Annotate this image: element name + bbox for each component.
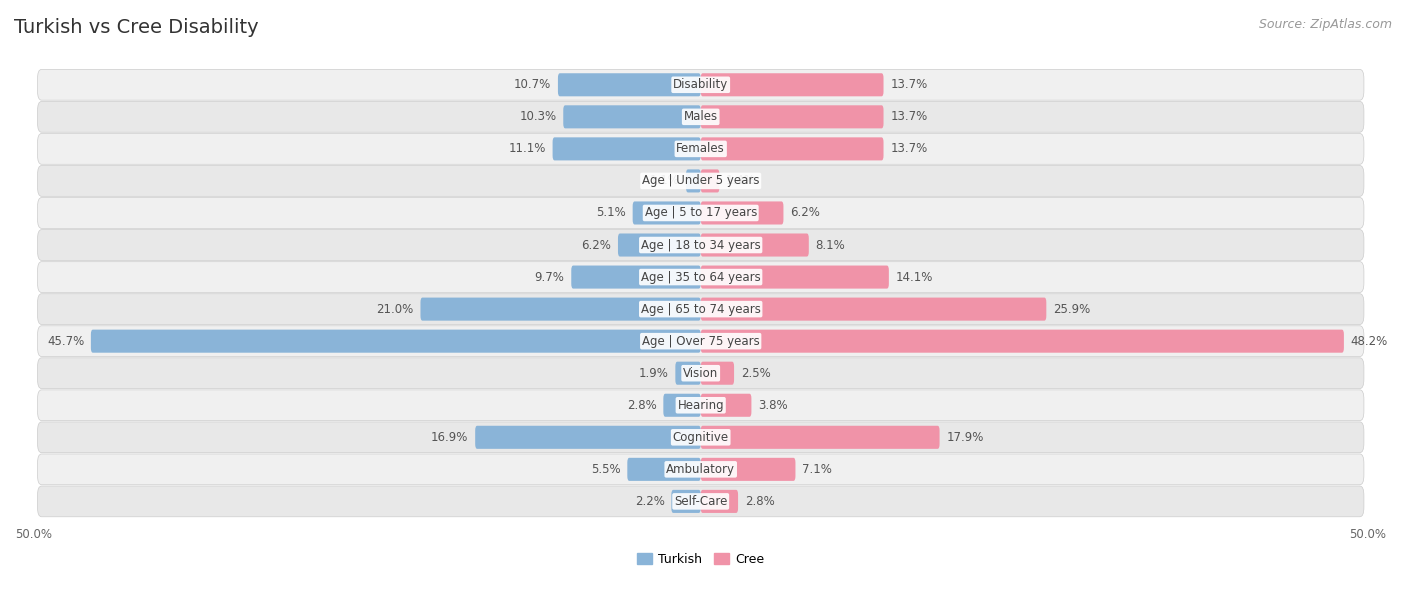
Text: 2.8%: 2.8% [745,495,775,508]
FancyBboxPatch shape [38,102,1364,132]
FancyBboxPatch shape [38,422,1364,453]
Text: 45.7%: 45.7% [46,335,84,348]
FancyBboxPatch shape [558,73,700,96]
FancyBboxPatch shape [633,201,700,225]
Text: 9.7%: 9.7% [534,271,565,283]
Text: Disability: Disability [673,78,728,91]
Text: 10.7%: 10.7% [515,78,551,91]
Text: 5.5%: 5.5% [591,463,620,476]
FancyBboxPatch shape [700,297,1046,321]
FancyBboxPatch shape [686,170,700,192]
FancyBboxPatch shape [38,358,1364,389]
Text: 25.9%: 25.9% [1053,302,1090,316]
Text: 16.9%: 16.9% [432,431,468,444]
FancyBboxPatch shape [91,330,700,353]
FancyBboxPatch shape [664,394,700,417]
Text: 13.7%: 13.7% [890,110,928,124]
Text: 1.1%: 1.1% [650,174,679,187]
FancyBboxPatch shape [700,266,889,289]
FancyBboxPatch shape [700,362,734,385]
FancyBboxPatch shape [700,234,808,256]
FancyBboxPatch shape [553,137,700,160]
FancyBboxPatch shape [700,458,796,481]
Text: 11.1%: 11.1% [509,143,546,155]
FancyBboxPatch shape [38,326,1364,357]
FancyBboxPatch shape [38,198,1364,228]
Text: Hearing: Hearing [678,399,724,412]
FancyBboxPatch shape [38,454,1364,485]
Text: 17.9%: 17.9% [946,431,984,444]
Text: Cognitive: Cognitive [672,431,728,444]
FancyBboxPatch shape [700,170,720,192]
FancyBboxPatch shape [700,426,939,449]
FancyBboxPatch shape [420,297,700,321]
Text: 2.2%: 2.2% [634,495,665,508]
Text: 5.1%: 5.1% [596,206,626,220]
Text: Turkish vs Cree Disability: Turkish vs Cree Disability [14,18,259,37]
FancyBboxPatch shape [38,294,1364,324]
FancyBboxPatch shape [38,69,1364,100]
Text: Age | Under 5 years: Age | Under 5 years [643,174,759,187]
Text: 8.1%: 8.1% [815,239,845,252]
FancyBboxPatch shape [700,330,1344,353]
Text: Females: Females [676,143,725,155]
FancyBboxPatch shape [671,490,700,513]
Text: Vision: Vision [683,367,718,379]
Text: Age | Over 75 years: Age | Over 75 years [641,335,759,348]
Text: Self-Care: Self-Care [673,495,727,508]
Text: Age | 65 to 74 years: Age | 65 to 74 years [641,302,761,316]
Text: 2.8%: 2.8% [627,399,657,412]
FancyBboxPatch shape [627,458,700,481]
FancyBboxPatch shape [38,230,1364,260]
Text: 10.3%: 10.3% [519,110,557,124]
FancyBboxPatch shape [700,137,883,160]
Text: 21.0%: 21.0% [377,302,413,316]
FancyBboxPatch shape [564,105,700,129]
FancyBboxPatch shape [571,266,700,289]
Text: Source: ZipAtlas.com: Source: ZipAtlas.com [1258,18,1392,31]
Text: Age | 35 to 64 years: Age | 35 to 64 years [641,271,761,283]
Text: 6.2%: 6.2% [582,239,612,252]
FancyBboxPatch shape [38,390,1364,420]
FancyBboxPatch shape [700,490,738,513]
FancyBboxPatch shape [38,262,1364,293]
Text: 7.1%: 7.1% [803,463,832,476]
Text: 1.4%: 1.4% [725,174,756,187]
Text: 13.7%: 13.7% [890,78,928,91]
FancyBboxPatch shape [38,133,1364,164]
Text: 6.2%: 6.2% [790,206,820,220]
FancyBboxPatch shape [700,105,883,129]
Text: 48.2%: 48.2% [1351,335,1388,348]
Text: Ambulatory: Ambulatory [666,463,735,476]
Text: 2.5%: 2.5% [741,367,770,379]
Legend: Turkish, Cree: Turkish, Cree [631,548,769,571]
Text: Males: Males [683,110,718,124]
FancyBboxPatch shape [700,201,783,225]
Text: 1.9%: 1.9% [638,367,669,379]
FancyBboxPatch shape [675,362,700,385]
Text: Age | 18 to 34 years: Age | 18 to 34 years [641,239,761,252]
FancyBboxPatch shape [700,73,883,96]
Text: 14.1%: 14.1% [896,271,934,283]
Text: 13.7%: 13.7% [890,143,928,155]
FancyBboxPatch shape [700,394,751,417]
FancyBboxPatch shape [619,234,700,256]
Text: 3.8%: 3.8% [758,399,787,412]
Text: Age | 5 to 17 years: Age | 5 to 17 years [644,206,756,220]
FancyBboxPatch shape [475,426,700,449]
FancyBboxPatch shape [38,166,1364,196]
FancyBboxPatch shape [38,486,1364,517]
